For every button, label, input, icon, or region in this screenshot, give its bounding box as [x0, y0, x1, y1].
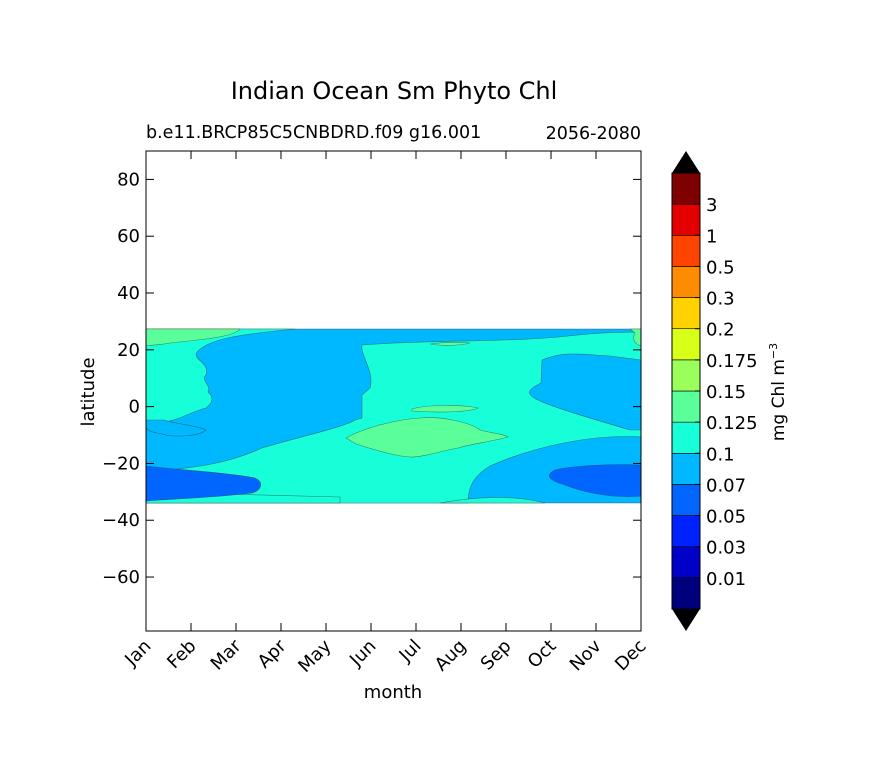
chart-title: Indian Ocean Sm Phyto Chl [231, 77, 558, 105]
x-tick-label: Aug [431, 636, 471, 676]
region-north-line-patch [429, 342, 471, 346]
colorbar-bin [671, 577, 701, 610]
colorbar-bin [671, 484, 701, 516]
x-tick-label: Sep [477, 636, 516, 675]
region-small-patch [411, 405, 479, 413]
y-tick-label: 20 [117, 340, 140, 361]
x-tick-label: Nov [566, 635, 606, 675]
colorbar-level-label: 0.175 [706, 351, 758, 372]
region-central-patch [345, 417, 509, 458]
x-tick-label: Jun [345, 636, 380, 671]
x-tick-label: Jan [120, 636, 155, 671]
region-north-west [146, 328, 296, 423]
colorbar-level-label: 0.5 [706, 257, 735, 278]
x-tick-label: Jul [395, 636, 426, 667]
colorbar-label: mg Chl m−3 [767, 343, 789, 441]
colorbar-bin [671, 359, 701, 392]
region-west-strip [146, 419, 207, 437]
colorbar-bin [671, 172, 701, 205]
chart-subtitle-left: b.e11.BRCP85C5CNBDRD.f09 g16.001 [146, 123, 481, 143]
colorbar-bin [671, 452, 701, 485]
y-tick-label: −60 [102, 567, 140, 588]
colorbar-bin [671, 234, 701, 267]
region-mid-band [146, 331, 641, 504]
region-southeast-low [548, 464, 641, 497]
colorbar-bin [671, 297, 701, 330]
colorbar-bin [671, 203, 701, 236]
colorbar-label-text: mg Chl m [769, 359, 789, 441]
x-tick-label: Apr [254, 635, 291, 672]
y-tick-label: 40 [117, 283, 140, 304]
colorbar-extend-max [672, 151, 700, 173]
colorbar-label-exponent: −3 [767, 343, 780, 359]
chart-subtitle-right: 2056-2080 [546, 124, 641, 144]
y-axis: 80 60 40 20 0 −20 −40 −60 [102, 169, 641, 588]
x-tick-label: May [294, 635, 335, 676]
colorbar-bin [671, 328, 701, 361]
region-southwest-low [146, 465, 261, 502]
colorbar-level-label: 0.03 [706, 538, 746, 559]
colorbar-bin [671, 546, 701, 579]
colorbar-level-label: 0.07 [706, 475, 746, 496]
colorbar-level-label: 0.05 [706, 507, 746, 528]
contour-field [146, 328, 641, 504]
colorbar-level-label: 0.2 [706, 320, 735, 341]
colorbar-bin [671, 390, 701, 423]
x-axis-label: month [364, 682, 422, 703]
colorbar-level-label: 3 [706, 195, 717, 216]
plot-area-frame [145, 150, 642, 632]
colorbar: 0.01 0.03 0.05 0.07 0.1 0.125 0.15 0.175 0.2 0.3 0… [671, 151, 758, 631]
colorbar-bin [671, 421, 701, 454]
x-tick-label: Feb [163, 636, 200, 673]
y-tick-label: −40 [102, 510, 140, 531]
colorbar-level-label: 0.15 [706, 382, 746, 403]
colorbar-extend-min [672, 609, 700, 631]
x-tick-label: Oct [524, 636, 561, 673]
colorbar-level-label: 0.01 [706, 569, 746, 590]
colorbar-level-label: 0.1 [706, 444, 735, 465]
y-axis-label: latitude [78, 357, 99, 426]
colorbar-bin [671, 266, 701, 298]
region-south-band [439, 497, 546, 504]
y-tick-label: 0 [129, 397, 140, 418]
y-tick-label: 80 [117, 169, 140, 190]
y-tick-label: −20 [102, 453, 140, 474]
colorbar-level-label: 1 [706, 226, 717, 247]
y-tick-label: 60 [117, 226, 140, 247]
colorbar-bin [671, 515, 701, 548]
region-north-west-patch [146, 328, 241, 347]
colorbar-level-label: 0.125 [706, 413, 758, 434]
colorbar-level-label: 0.3 [706, 289, 735, 310]
x-tick-label: Mar [207, 635, 246, 674]
x-tick-label: Dec [611, 636, 650, 675]
